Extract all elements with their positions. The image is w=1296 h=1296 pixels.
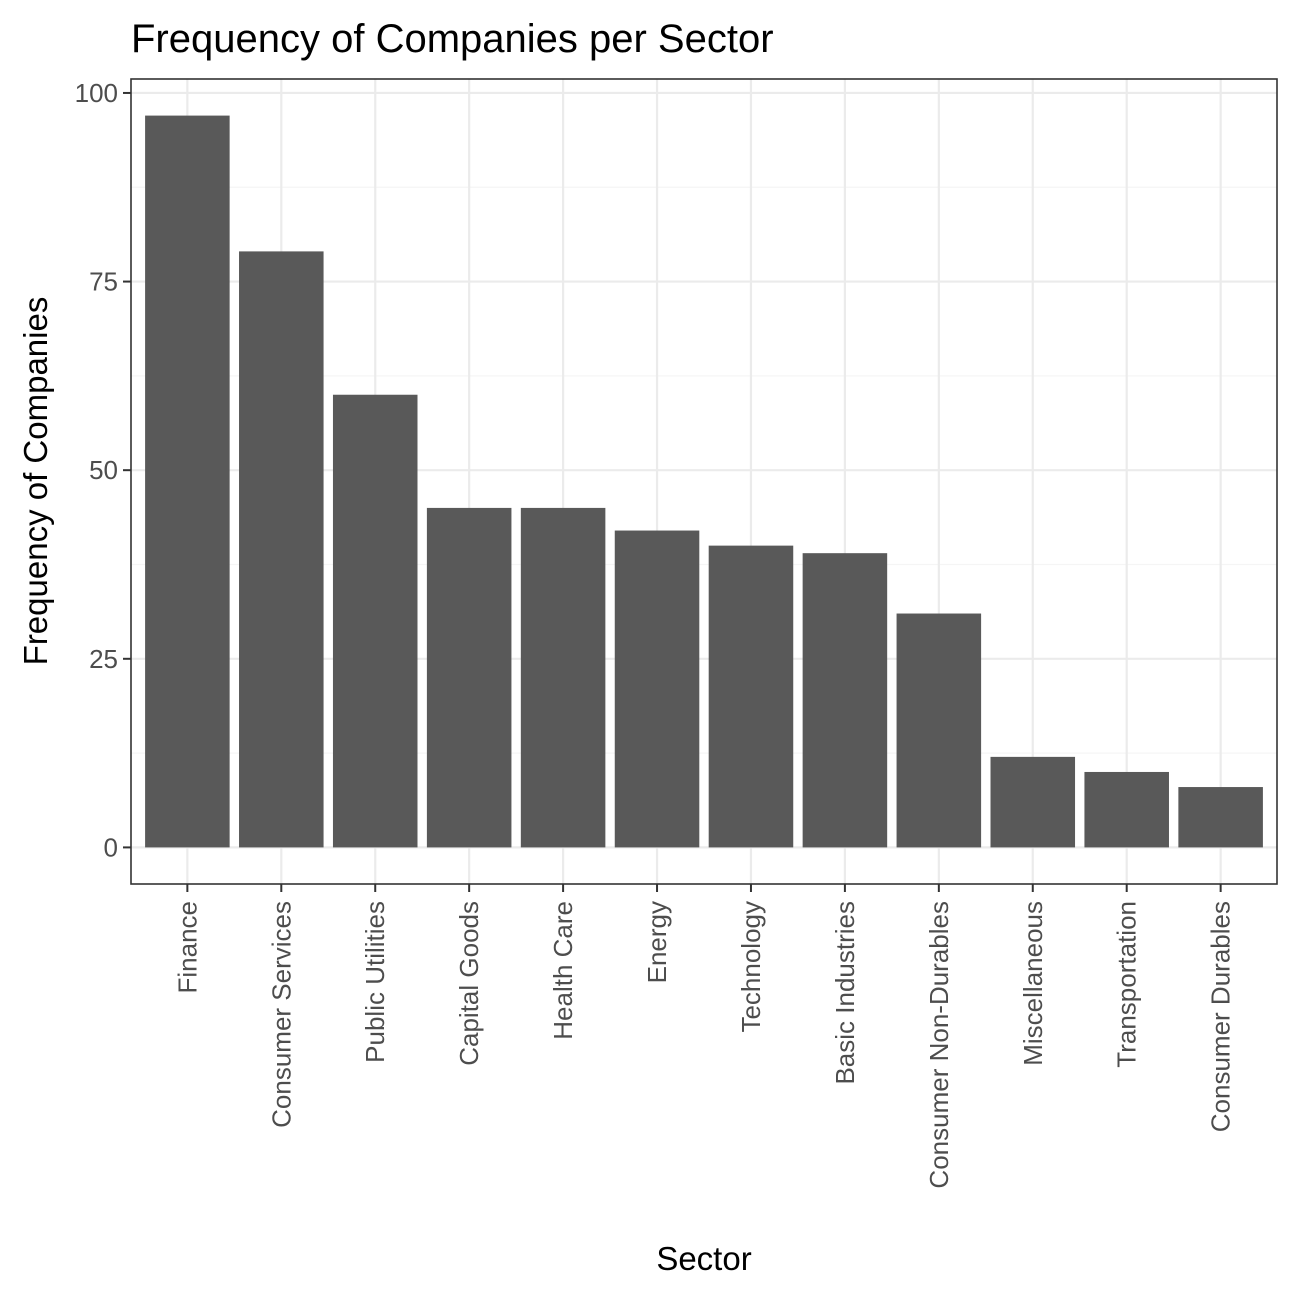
bar-basic-industries <box>802 553 888 848</box>
bar-finance <box>145 115 230 848</box>
y-axis-title: Frequency of Companies <box>17 297 54 666</box>
panel-border <box>130 78 1278 885</box>
x-tick-label: Miscellaneous <box>1018 901 1048 1066</box>
y-tick-label: 25 <box>89 644 118 674</box>
bar-consumer-non-durables <box>896 613 982 848</box>
bars <box>145 115 1263 848</box>
x-tick-label: Consumer Non-Durables <box>924 901 954 1189</box>
x-tick-label: Technology <box>736 901 766 1033</box>
bar-health-care <box>520 507 606 848</box>
x-tick-label: Energy <box>642 901 672 983</box>
x-tick-label: Capital Goods <box>454 901 484 1066</box>
x-tick-label: Basic Industries <box>830 901 860 1085</box>
x-tick-label: Consumer Durables <box>1206 901 1236 1132</box>
x-tick-label: Finance <box>172 901 202 994</box>
x-tick-label: Health Care <box>548 901 578 1040</box>
y-tick-label: 100 <box>75 78 118 108</box>
y-tick-label: 50 <box>89 455 118 485</box>
x-tick-label: Consumer Services <box>266 901 296 1128</box>
y-tick-label: 0 <box>104 832 118 862</box>
bar-miscellaneous <box>990 756 1076 848</box>
chart-title: Frequency of Companies per Sector <box>131 17 774 61</box>
bar-transportation <box>1084 771 1169 848</box>
bar-consumer-durables <box>1178 787 1263 848</box>
y-axis: 0 25 50 75 100 <box>75 78 131 862</box>
bar-capital-goods <box>426 507 512 848</box>
x-tick-label: Public Utilities <box>360 901 390 1063</box>
x-axis: Finance Consumer Services Public Utilities… <box>172 884 1236 1189</box>
bar-technology <box>708 545 794 848</box>
bar-consumer-services <box>239 251 324 848</box>
bar-public-utilities <box>332 394 418 848</box>
x-tick-label: Transportation <box>1112 901 1142 1068</box>
x-axis-title: Sector <box>656 1240 751 1277</box>
y-tick-label: 75 <box>89 267 118 297</box>
bar-energy <box>614 530 700 848</box>
